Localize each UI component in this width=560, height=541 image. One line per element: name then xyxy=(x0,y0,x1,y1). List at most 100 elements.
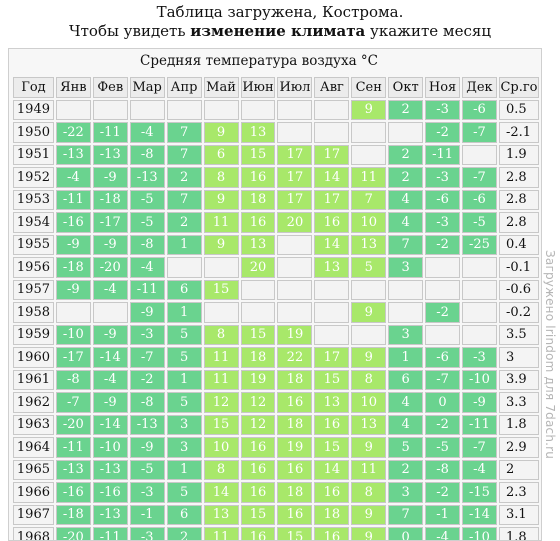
year-cell: 1959 xyxy=(13,325,54,346)
empty-cell xyxy=(351,145,386,166)
temperature-cell: 2 xyxy=(388,460,423,481)
yearly-average-cell: 3.1 xyxy=(499,505,539,526)
temperature-cell: 16 xyxy=(314,482,349,503)
column-header[interactable]: Дек xyxy=(462,77,497,98)
temperature-cell: 13 xyxy=(314,392,349,413)
year-cell: 1956 xyxy=(13,257,54,278)
temperature-cell: 15 xyxy=(204,280,239,301)
status-line: Таблица загружена, Кострома. xyxy=(0,3,560,22)
year-cell: 1949 xyxy=(13,100,54,121)
temperature-cell: -11 xyxy=(56,190,91,211)
temperature-cell: -25 xyxy=(462,235,497,256)
temperature-cell: -15 xyxy=(462,482,497,503)
column-header[interactable]: Ноя xyxy=(425,77,460,98)
empty-cell xyxy=(425,257,460,278)
temperature-cell: 3 xyxy=(388,257,423,278)
temperature-cell: 16 xyxy=(314,415,349,436)
year-cell: 1953 xyxy=(13,190,54,211)
empty-cell xyxy=(462,280,497,301)
temperature-cell: -11 xyxy=(56,437,91,458)
empty-cell xyxy=(277,122,312,143)
table-caption: Средняя температура воздуха °C xyxy=(9,53,509,69)
temperature-cell: -16 xyxy=(56,482,91,503)
temperature-cell: -5 xyxy=(462,212,497,233)
temperature-cell: -8 xyxy=(425,460,460,481)
temperature-cell: 11 xyxy=(204,347,239,368)
temperature-cell: -7 xyxy=(462,122,497,143)
temperature-cell: 1 xyxy=(167,370,202,391)
temperature-cell: 12 xyxy=(204,392,239,413)
temperature-cell: -10 xyxy=(93,437,128,458)
yearly-average-cell: -2.1 xyxy=(499,122,539,143)
temperature-cell: -3 xyxy=(130,325,165,346)
temperature-cell: 12 xyxy=(241,415,276,436)
temperature-cell: 5 xyxy=(167,325,202,346)
empty-cell xyxy=(204,100,239,121)
temperature-cell: -6 xyxy=(425,190,460,211)
temperature-cell: 17 xyxy=(314,190,349,211)
temperature-cell: -2 xyxy=(425,235,460,256)
temperature-cell: 18 xyxy=(277,370,312,391)
temperature-cell: -5 xyxy=(130,212,165,233)
yearly-average-cell: 2.8 xyxy=(499,167,539,188)
temperature-cell: 13 xyxy=(351,415,386,436)
empty-cell xyxy=(277,302,312,323)
empty-cell xyxy=(425,280,460,301)
temperature-cell: 9 xyxy=(204,190,239,211)
temperature-cell: -6 xyxy=(425,347,460,368)
column-header[interactable]: Июл xyxy=(277,77,312,98)
column-header[interactable]: Сен xyxy=(351,77,386,98)
column-header[interactable]: Авг xyxy=(314,77,349,98)
temperature-cell: 9 xyxy=(351,347,386,368)
empty-cell xyxy=(425,325,460,346)
empty-cell xyxy=(167,257,202,278)
temperature-cell: 16 xyxy=(241,167,276,188)
temperature-cell: 6 xyxy=(167,505,202,526)
year-cell: 1963 xyxy=(13,415,54,436)
temperature-cell: -18 xyxy=(93,190,128,211)
temperature-cell: 16 xyxy=(241,212,276,233)
column-header[interactable]: Фев xyxy=(93,77,128,98)
temperature-cell: 16 xyxy=(314,212,349,233)
yearly-average-cell: 2.8 xyxy=(499,190,539,211)
empty-cell xyxy=(351,325,386,346)
empty-cell xyxy=(462,325,497,346)
temperature-cell: -4 xyxy=(462,460,497,481)
empty-cell xyxy=(277,280,312,301)
temperature-cell: 11 xyxy=(204,370,239,391)
column-header[interactable]: Мар xyxy=(130,77,165,98)
temperature-cell: -9 xyxy=(56,280,91,301)
temperature-cell: -9 xyxy=(462,392,497,413)
page-header: Таблица загружена, Кострома. Чтобы увиде… xyxy=(0,3,560,41)
year-cell: 1962 xyxy=(13,392,54,413)
column-header[interactable]: Янв xyxy=(56,77,91,98)
empty-cell xyxy=(56,100,91,121)
column-header[interactable]: Апр xyxy=(167,77,202,98)
temperature-cell: 9 xyxy=(351,302,386,323)
yearly-average-cell: -0.2 xyxy=(499,302,539,323)
temperature-cell: -6 xyxy=(462,190,497,211)
temperature-cell: 10 xyxy=(351,212,386,233)
temperature-cell: 13 xyxy=(204,505,239,526)
column-header[interactable]: Май xyxy=(204,77,239,98)
yearly-average-cell: -0.1 xyxy=(499,257,539,278)
yearly-average-cell: 2.3 xyxy=(499,482,539,503)
temperature-cell: 9 xyxy=(351,100,386,121)
column-header[interactable]: Июн xyxy=(241,77,276,98)
year-cell: 1960 xyxy=(13,347,54,368)
temperature-cell: 22 xyxy=(277,347,312,368)
temperature-cell: -7 xyxy=(462,167,497,188)
yearly-average-cell: 3.5 xyxy=(499,325,539,346)
temperature-cell: 1 xyxy=(167,460,202,481)
empty-cell xyxy=(462,302,497,323)
column-header[interactable]: Окт xyxy=(388,77,423,98)
temperature-cell: 16 xyxy=(277,460,312,481)
